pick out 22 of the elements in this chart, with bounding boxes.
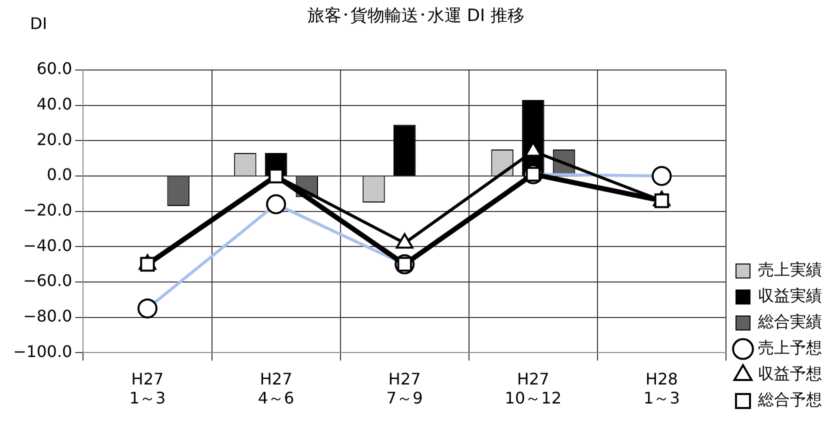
legend-label: 総合予想 [757, 390, 822, 410]
legend-label: 収益実績 [758, 286, 822, 306]
legend-label: 売上予想 [758, 338, 822, 358]
x-tick-label: H27 10～12 [504, 369, 562, 408]
y-tick-label: −20.0 [23, 200, 72, 220]
y-tick-label: −40.0 [23, 236, 72, 255]
legend-label: 総合実績 [757, 312, 822, 332]
y-tick-label: −60.0 [23, 271, 72, 290]
x-tick-label: H28 1～3 [644, 369, 680, 408]
chart-title: 旅客･貨物輸送･水運 DI 推移 [308, 6, 524, 26]
legend-label: 売上実績 [758, 260, 822, 280]
y-tick-label: −100.0 [12, 342, 72, 361]
y-tick-label: 60.0 [36, 59, 72, 78]
x-tick-label: H27 4～6 [258, 369, 294, 408]
y-tick-label: 40.0 [36, 94, 72, 114]
legend-label: 収益予想 [758, 364, 822, 384]
x-tick-label: H27 7～9 [386, 369, 423, 408]
y-axis-title: DI [30, 14, 48, 33]
x-tick-label: H27 1～3 [129, 369, 166, 408]
y-tick-label: 20.0 [36, 130, 72, 149]
y-tick-label: −80.0 [23, 306, 72, 326]
y-tick-label: 0.0 [46, 165, 72, 184]
